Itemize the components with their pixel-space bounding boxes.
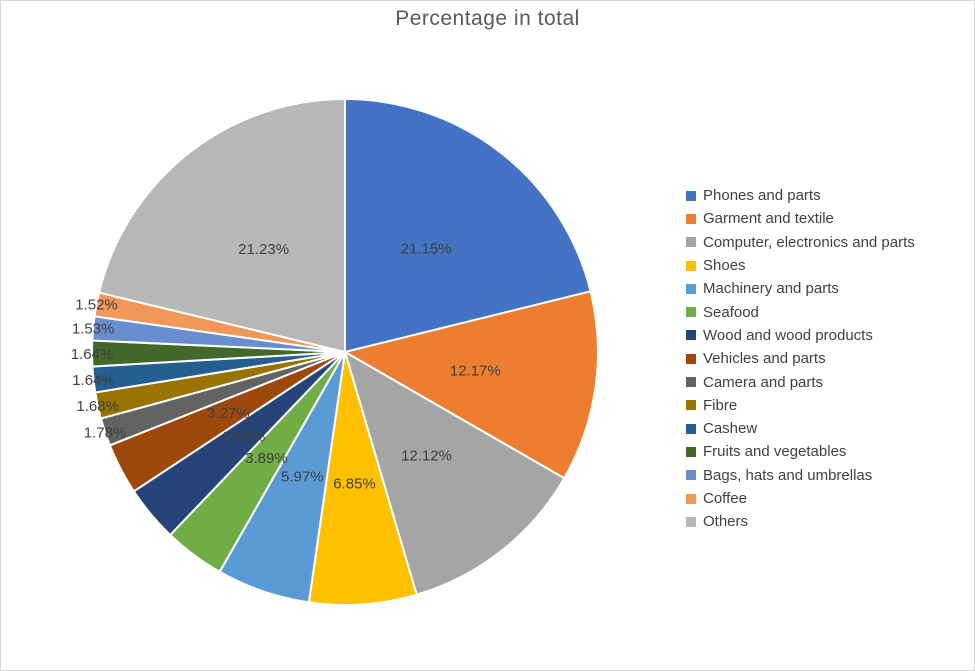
legend-label: Wood and wood products bbox=[703, 326, 873, 344]
legend-swatch-icon bbox=[686, 423, 696, 434]
data-label-cashew: 1.64% bbox=[72, 372, 115, 389]
legend-item-computer-electronics-and-parts: Computer, electronics and parts bbox=[686, 231, 915, 254]
data-label-computer-electronics-and-parts: 12.12% bbox=[401, 448, 452, 465]
legend-item-shoes: Shoes bbox=[686, 254, 915, 277]
legend-label: Fruits and vegetables bbox=[703, 443, 847, 461]
data-label-phones-and-parts: 21.15% bbox=[401, 241, 452, 258]
legend-label: Computer, electronics and parts bbox=[703, 233, 915, 251]
legend-item-others: Others bbox=[686, 510, 915, 533]
data-label-wood-and-wood-products: 3.58% bbox=[223, 429, 266, 446]
data-label-others: 21.23% bbox=[238, 241, 289, 258]
legend-label: Garment and textile bbox=[703, 210, 834, 228]
chart-title: Percentage in total bbox=[395, 7, 580, 30]
legend-swatch-icon bbox=[686, 213, 696, 224]
pie-slice-shoes bbox=[307, 351, 418, 607]
legend-item-coffee: Coffee bbox=[686, 487, 915, 510]
legend-swatch-icon bbox=[686, 446, 696, 457]
legend-item-fruits-and-vegetables: Fruits and vegetables bbox=[686, 440, 915, 463]
legend-item-machinery-and-parts: Machinery and parts bbox=[686, 277, 915, 300]
data-label-seafood: 3.89% bbox=[245, 450, 288, 467]
legend-label: Coffee bbox=[703, 490, 747, 507]
legend-swatch-icon bbox=[686, 307, 696, 318]
data-label-garment-and-textile: 12.17% bbox=[450, 363, 501, 380]
legend-label: Seafood bbox=[703, 303, 759, 321]
legend-swatch-icon bbox=[686, 237, 696, 248]
data-label-vehicles-and-parts: 3.27% bbox=[207, 405, 250, 422]
pie-slice-phones-and-parts bbox=[344, 97, 592, 354]
legend-swatch-icon bbox=[686, 377, 696, 388]
legend-item-garment-and-textile: Garment and textile bbox=[686, 207, 915, 230]
legend-swatch-icon bbox=[686, 516, 696, 527]
legend-item-wood-and-wood-products: Wood and wood products bbox=[686, 324, 915, 347]
legend-label: Cashew bbox=[703, 420, 758, 438]
data-label-camera-and-parts: 1.78% bbox=[84, 424, 127, 441]
legend-swatch-icon bbox=[686, 470, 696, 481]
legend-item-bags-hats-and-umbrellas: Bags, hats and umbrellas bbox=[686, 464, 915, 487]
data-label-fruits-and-vegetables: 1.64% bbox=[71, 346, 114, 363]
legend-label: Vehicles and parts bbox=[703, 350, 826, 368]
pie-slice-others bbox=[97, 97, 346, 354]
legend-swatch-icon bbox=[686, 330, 696, 341]
legend-item-seafood: Seafood bbox=[686, 300, 915, 323]
legend-item-phones-and-parts: Phones and parts bbox=[686, 184, 915, 207]
legend-swatch-icon bbox=[686, 493, 696, 504]
legend-swatch-icon bbox=[686, 283, 696, 294]
data-label-fibre: 1.68% bbox=[76, 398, 119, 415]
pie-slice-computer-electronics-and-parts bbox=[343, 349, 566, 596]
pie-slice-garment-and-textile bbox=[342, 290, 599, 480]
legend-swatch-icon bbox=[686, 260, 696, 271]
legend-label: Camera and parts bbox=[703, 373, 824, 391]
legend-label: Bags, hats and umbrellas bbox=[703, 466, 873, 484]
legend-label: Shoes bbox=[703, 257, 746, 275]
legend-label: Machinery and parts bbox=[703, 280, 839, 298]
legend-item-vehicles-and-parts: Vehicles and parts bbox=[686, 347, 915, 370]
data-label-coffee: 1.52% bbox=[75, 297, 118, 314]
legend: Phones and parts Garment and textile Compu… bbox=[686, 184, 915, 533]
data-label-bags-hats-and-umbrellas: 1.53% bbox=[72, 321, 115, 338]
legend-label: Fibre bbox=[703, 396, 738, 414]
legend-swatch-icon bbox=[686, 400, 696, 411]
data-label-machinery-and-parts: 5.97% bbox=[281, 469, 324, 486]
legend-swatch-icon bbox=[686, 353, 696, 364]
legend-item-camera-and-parts: Camera and parts bbox=[686, 370, 915, 393]
legend-item-cashew: Cashew bbox=[686, 417, 915, 440]
legend-item-fibre: Fibre bbox=[686, 394, 915, 417]
legend-swatch-icon bbox=[686, 190, 696, 201]
legend-label: Others bbox=[703, 513, 749, 531]
legend-label: Phones and parts bbox=[703, 187, 821, 205]
data-label-shoes: 6.85% bbox=[333, 475, 376, 492]
